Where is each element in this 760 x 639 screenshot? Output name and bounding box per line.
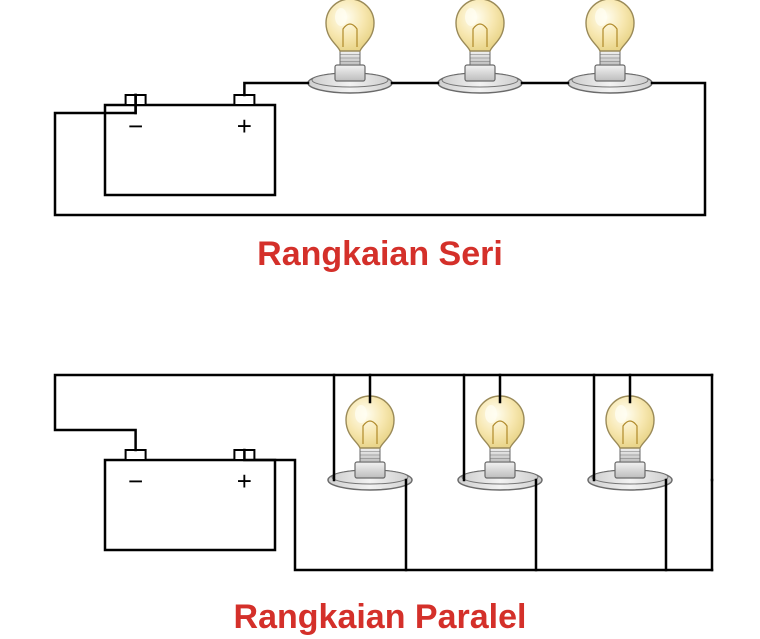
svg-text:+: +	[237, 111, 252, 141]
svg-text:+: +	[237, 466, 252, 496]
circuit-diagram-svg: −+ −+	[0, 0, 760, 639]
svg-text:−: −	[128, 466, 143, 496]
parallel-circuit: −+	[55, 375, 712, 570]
series-circuit: −+	[55, 0, 705, 215]
svg-text:−: −	[128, 111, 143, 141]
